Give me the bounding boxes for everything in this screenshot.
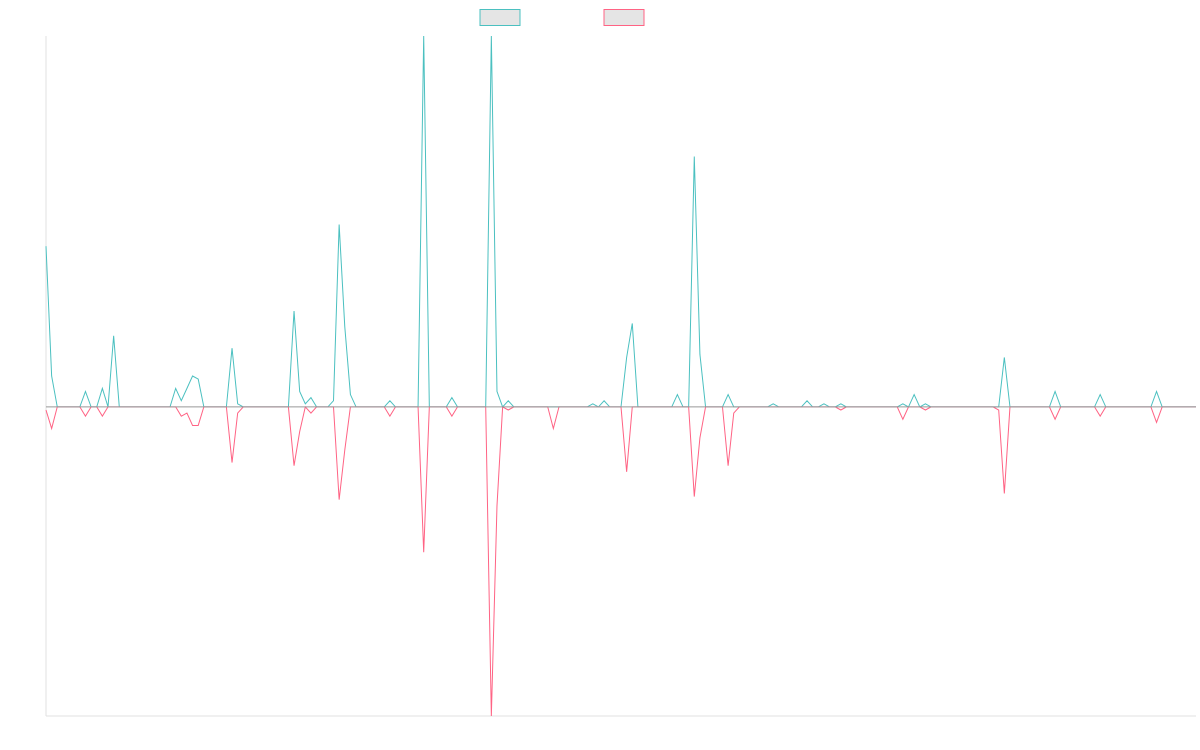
- legend-item-2[interactable]: [603, 9, 645, 26]
- series-line-2: [45, 405, 1196, 717]
- legend-swatch-1: [479, 9, 521, 26]
- legend-item-1[interactable]: [479, 9, 521, 26]
- chart-legend[interactable]: [479, 9, 645, 26]
- chart-series-lines: [45, 35, 1196, 717]
- legend-swatch-2: [603, 9, 645, 26]
- chart-axes: [45, 36, 1196, 717]
- series-line-1: [45, 35, 1196, 408]
